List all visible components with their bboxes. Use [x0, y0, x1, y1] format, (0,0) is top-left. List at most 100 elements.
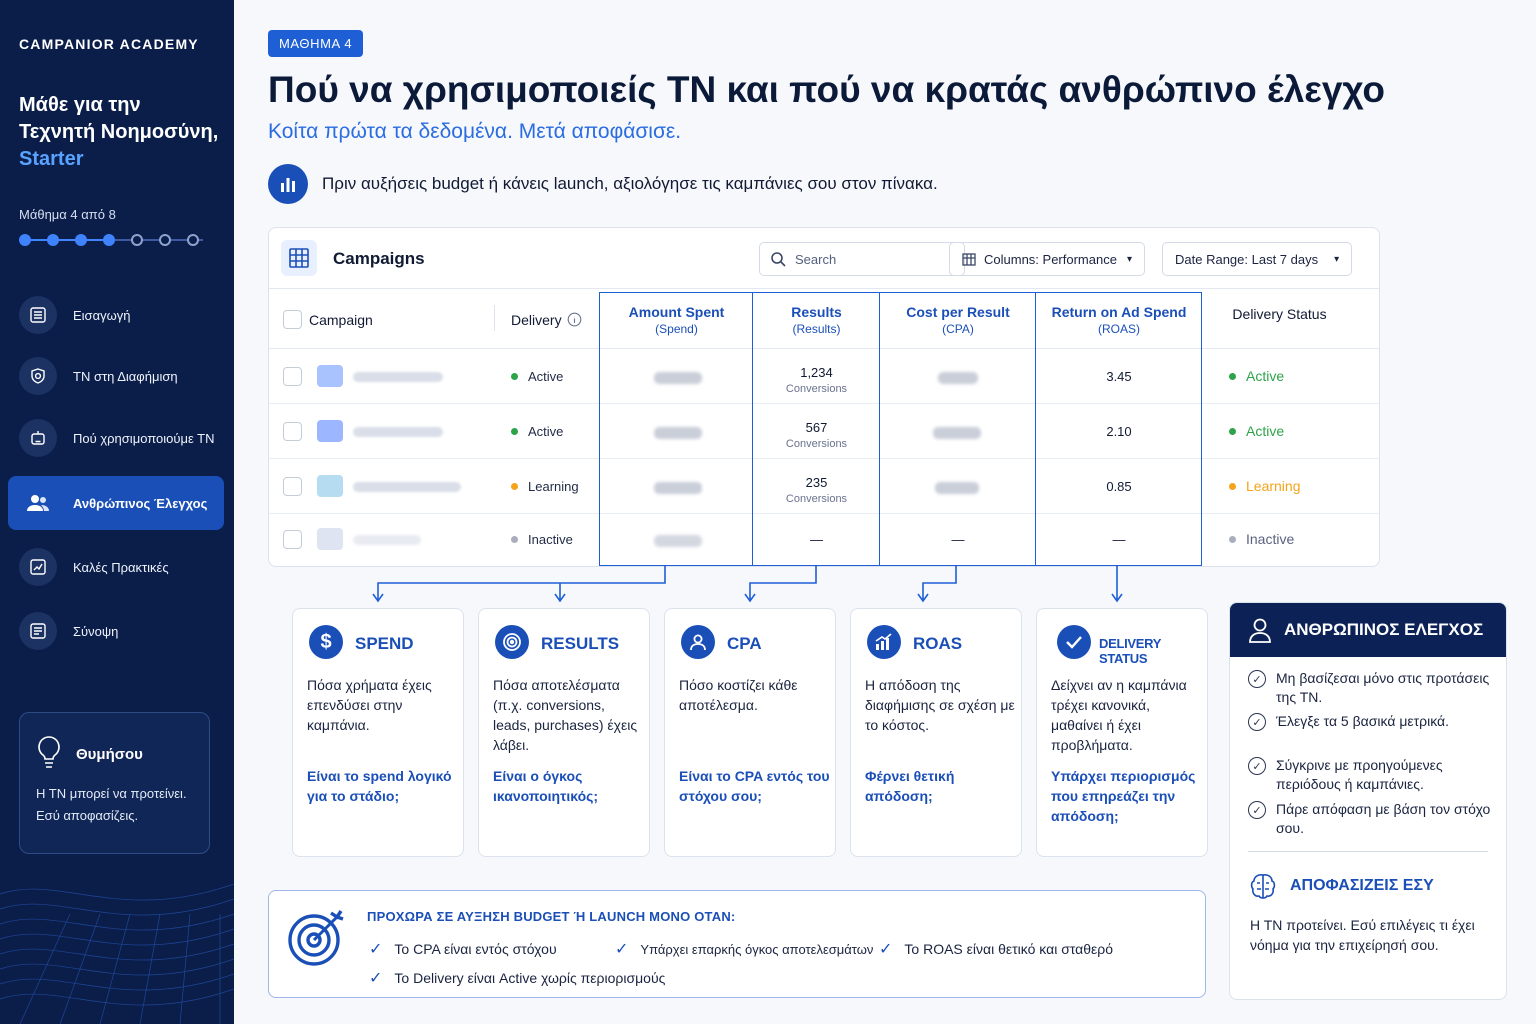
page-subtitle: Κοίτα πρώτα τα δεδομένα. Μετά αποφάσισε.: [268, 120, 682, 143]
campaign-name-redacted: [353, 427, 443, 437]
metric-description: Δείχνει αν η καμπάνια τρέχει κανονικά, μ…: [1051, 677, 1187, 753]
campaigns-table-card: Campaigns Search Columns: Performance ▾ …: [268, 227, 1380, 567]
reminder-title: Θυμήσου: [76, 746, 143, 763]
sidebar-item-intro[interactable]: Εισαγωγή: [8, 288, 224, 342]
sidebar-item-summary[interactable]: Σύνοψη: [8, 604, 224, 658]
metric-description: Πόσο κοστίζει κάθε αποτέλεσμα.: [679, 677, 798, 713]
row-checkbox[interactable]: [283, 477, 302, 496]
col-campaign[interactable]: Campaign: [309, 311, 373, 328]
metric-title: DELIVERY STATUS: [1099, 636, 1161, 666]
col-roas[interactable]: Return on Ad Spend (ROAS): [1051, 303, 1187, 336]
table-row[interactable]: Inactive — — — Inactive: [269, 514, 1379, 566]
highlight-cpa: [879, 292, 1036, 566]
results-cell: 567 Conversions: [785, 420, 848, 450]
status-badge: Active: [1229, 423, 1284, 439]
progress-step: [159, 234, 171, 246]
status-badge: Inactive: [1229, 531, 1294, 547]
check-circle-icon: ✓: [1248, 801, 1266, 819]
metric-question: Φέρνει θετική απόδοση;: [865, 768, 955, 804]
campaign-thumbnail: [317, 420, 343, 442]
table-row[interactable]: Active 1,234 Conversions 3.45 Active: [269, 349, 1379, 404]
check-icon: ✓: [615, 941, 629, 958]
reminder-text: Η ΤΝ μπορεί να προτείνει. Εσύ αποφασίζει…: [36, 786, 187, 823]
row-checkbox[interactable]: [283, 422, 302, 441]
sidebar-item-best-practices[interactable]: Καλές Πρακτικές: [8, 540, 224, 594]
sidebar: CAMPANIOR ACADEMY Μάθε για την Τεχνητή Ν…: [0, 0, 234, 1024]
table-row[interactable]: Learning 235 Conversions 0.85 Learning: [269, 459, 1379, 514]
results-cell: 1,234 Conversions: [785, 365, 848, 395]
metric-card-results: RESULTS Πόσα αποτελέσματα (π.χ. conversi…: [478, 608, 650, 857]
table-row[interactable]: Active 567 Conversions 2.10 Active: [269, 404, 1379, 459]
col-results[interactable]: Results (Results): [791, 303, 842, 336]
sidebar-item-label: Εισαγωγή: [73, 307, 131, 323]
checklist-icon: [19, 548, 57, 586]
metric-card-roas: ROAS Η απόδοση της διαφήμισης σε σχέση μ…: [850, 608, 1022, 857]
row-checkbox[interactable]: [283, 367, 302, 386]
select-all-checkbox[interactable]: [283, 310, 302, 329]
columns-icon: [962, 252, 976, 266]
lesson-badge: ΜΑΘΗΜΑ 4: [268, 30, 364, 57]
status-badge: Learning: [1229, 478, 1301, 494]
amount-spent-redacted: [654, 372, 702, 384]
col-delivery-status[interactable]: Delivery Status: [1232, 306, 1327, 322]
check-icon: ✓: [879, 941, 893, 958]
row-checkbox[interactable]: [283, 530, 302, 549]
decorative-wave: [0, 883, 234, 1024]
metric-title: SPEND: [355, 634, 414, 653]
delivery-cell: Inactive: [511, 532, 573, 547]
checklist-item: ✓ Σύγκρινε με προηγούμενες περιόδους ή κα…: [1248, 756, 1498, 794]
search-input[interactable]: Search: [759, 242, 965, 276]
campaign-name-redacted: [353, 535, 421, 545]
metric-question: Υπάρχει περιορισμός που επηρεάζει την απ…: [1051, 768, 1196, 824]
highlight-results: [752, 292, 880, 566]
reminder-card: Θυμήσου Η ΤΝ μπορεί να προτείνει. Εσύ απ…: [19, 712, 210, 854]
highlight-amount-spent: [599, 292, 753, 566]
decide-text: Η ΤΝ προτείνει. Εσύ επιλέγεις τι έχει νό…: [1250, 917, 1475, 953]
roas-cell: 3.45: [1106, 369, 1132, 384]
brand-name: CAMPANIOR ACADEMY: [19, 36, 199, 52]
sidebar-item-label: Σύνοψη: [73, 623, 119, 639]
sidebar-item-label: Ανθρώπινος Έλεγχος: [73, 495, 208, 511]
col-delivery[interactable]: Delivery: [511, 289, 591, 350]
progress-step: [187, 234, 199, 246]
delivery-cell: Active: [511, 424, 563, 439]
progress-step: [75, 234, 87, 246]
check-circle-icon: ✓: [1248, 713, 1266, 731]
cpa-cell: —: [951, 532, 965, 547]
delivery-cell: Active: [511, 369, 563, 384]
columns-label: Columns: Performance: [984, 251, 1117, 267]
check-icon: ✓: [369, 970, 383, 987]
amount-spent-redacted: [654, 535, 702, 547]
course-title: Μάθε για την Τεχνητή Νοημοσύνη, Starter: [19, 94, 219, 170]
person-outline-icon: [1249, 618, 1271, 643]
roas-cell: 2.10: [1106, 424, 1132, 439]
columns-dropdown[interactable]: Columns: Performance ▾: [949, 242, 1145, 276]
roas-cell: —: [1112, 532, 1126, 547]
sidebar-item-where-use-ai[interactable]: Πού χρησιμοποιούμε ΤΝ: [8, 411, 224, 465]
progress-step: [47, 234, 59, 246]
lightbulb-icon: [38, 736, 60, 768]
metric-card-spend: $ SPEND Πόσα χρήματα έχεις επενδύσει στη…: [292, 608, 464, 857]
results-cell: 235 Conversions: [785, 475, 848, 505]
brain-icon: [1250, 874, 1276, 899]
robot-icon: [19, 419, 57, 457]
info-text: Πριν αυξήσεις budget ή κάνεις launch, αξ…: [322, 174, 938, 193]
sidebar-item-ai-advertising[interactable]: ΤΝ στη Διαφήμιση: [8, 349, 224, 403]
table-grid-icon: [281, 240, 317, 276]
chevron-down-icon: ▾: [1126, 253, 1132, 265]
sidebar-item-human-control[interactable]: Ανθρώπινος Έλεγχος: [8, 476, 224, 530]
dollar-icon: $: [309, 625, 343, 659]
metric-title: ROAS: [913, 634, 963, 653]
col-amount-spent[interactable]: Amount Spent (Spend): [628, 303, 725, 336]
launch-conditions-box: ΠΡΟΧΩΡΑ ΣΕ ΑΥΞΗΣΗ BUDGET Ή LAUNCH ΜΟΝΟ Ο…: [268, 890, 1206, 998]
campaign-thumbnail: [317, 528, 343, 550]
metric-question: Είναι ο όγκος ικανοποιητικός;: [493, 768, 599, 804]
date-range-dropdown[interactable]: Date Range: Last 7 days ▾: [1162, 242, 1353, 276]
check-circle-icon: [1057, 625, 1091, 659]
metric-card-cpa: CPA Πόσο κοστίζει κάθε αποτέλεσμα. Είναι…: [664, 608, 836, 857]
info-banner: Πριν αυξήσεις budget ή κάνεις launch, αξ…: [268, 163, 938, 205]
metric-title: RESULTS: [541, 634, 620, 653]
condition-item: ✓ Υπάρχει επαρκής όγκος αποτελεσμάτων: [615, 941, 874, 958]
col-cost-per-result[interactable]: Cost per Result (CPA): [906, 303, 1010, 336]
table-header: Campaign Delivery Amount Spent (Spend) Re…: [269, 288, 1379, 349]
